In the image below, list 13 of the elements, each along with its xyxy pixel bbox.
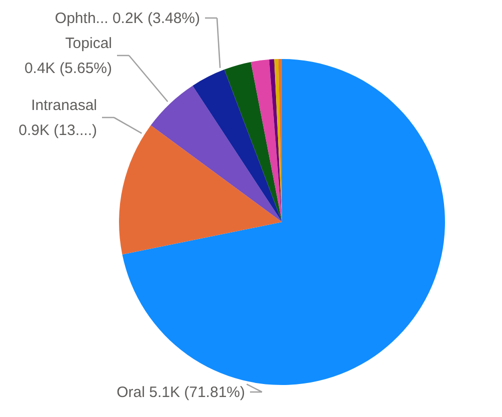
pie-slice — [119, 125, 282, 254]
pie-slice — [192, 70, 282, 222]
slice-label: Ophth... 0.2K (3.48%) — [54, 10, 200, 27]
slice-label: Topical — [65, 35, 112, 52]
data-label: 0.9K (13....) — [18, 122, 97, 139]
pie-slice — [122, 59, 445, 385]
pie-slice — [269, 59, 282, 222]
data-label: 0.4K (5.65%) — [24, 60, 112, 77]
pie-slice — [150, 86, 282, 222]
pie-slice — [224, 62, 282, 222]
slice-label: Intranasal — [31, 97, 97, 114]
pie-slice — [250, 60, 282, 222]
slice-label: Oral 5.1K (71.81%) — [116, 384, 245, 401]
